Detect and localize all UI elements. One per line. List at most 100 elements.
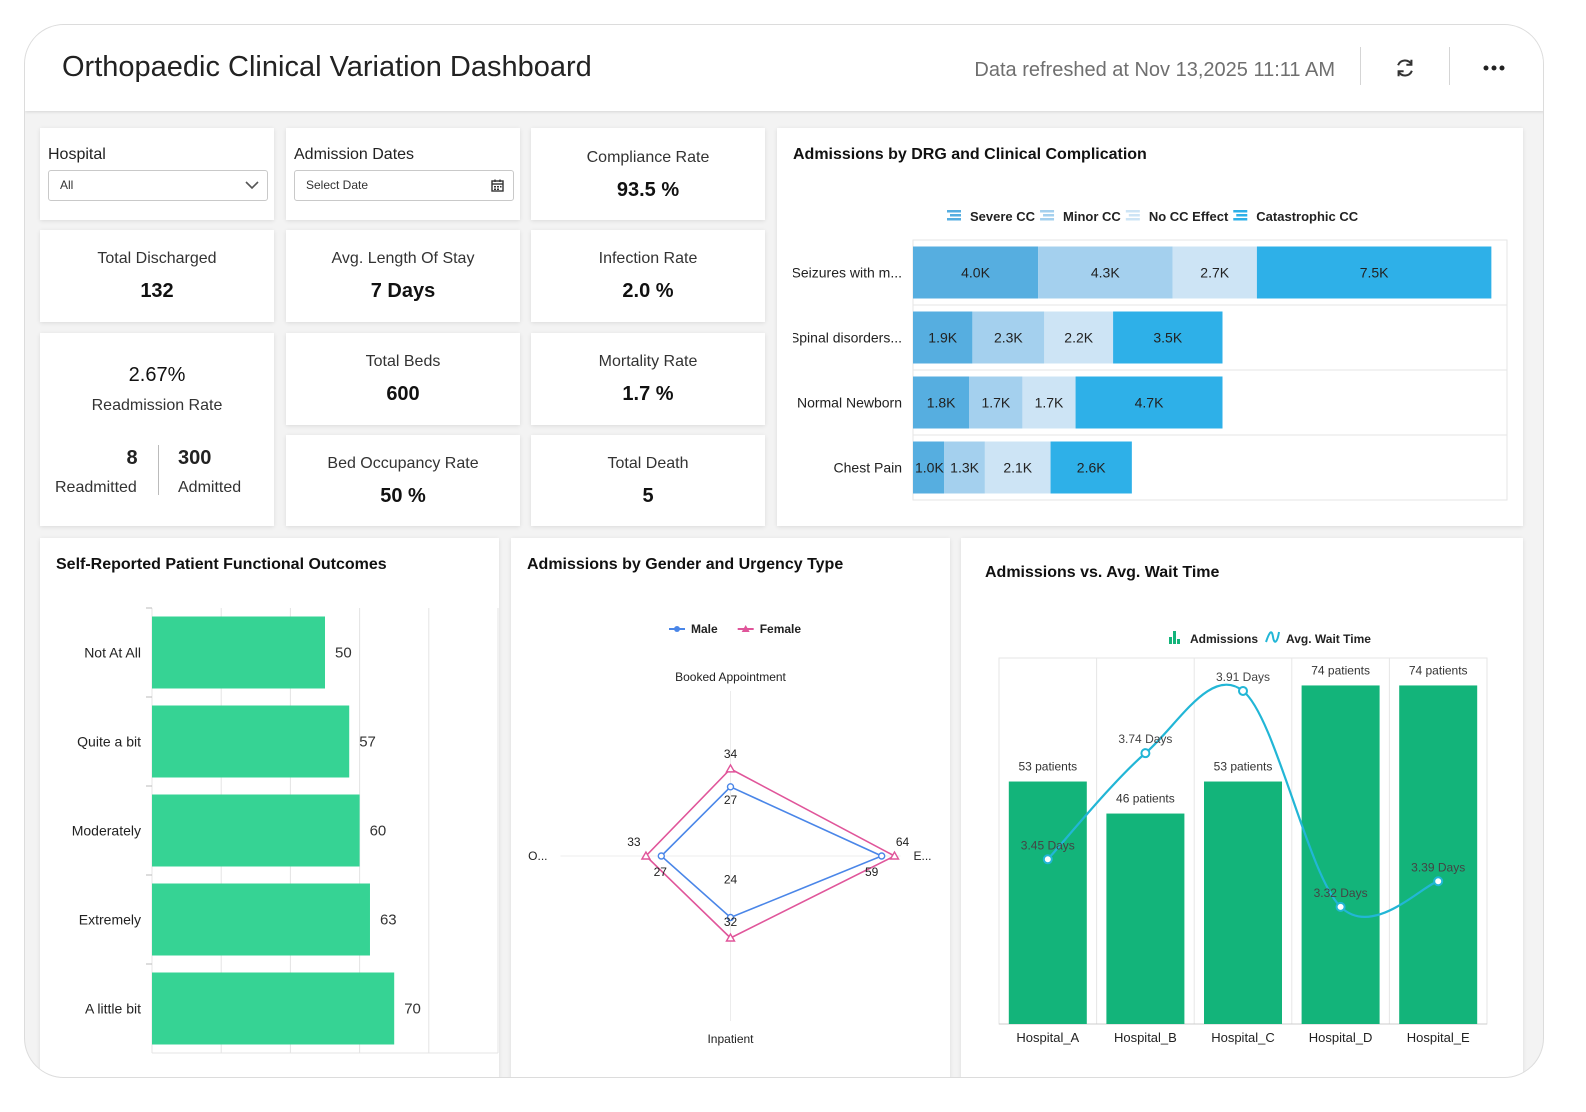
bar-segment (1172, 246, 1257, 299)
bar-segment (1038, 246, 1173, 299)
hospital-select[interactable]: All (48, 170, 268, 201)
bar-segment (913, 441, 945, 494)
bar-segment (913, 311, 973, 364)
radar-point (725, 932, 736, 942)
gender-chart-card: Admissions by Gender and Urgency Type Ma… (511, 538, 950, 1077)
hospital-filter-card: Hospital All (40, 128, 274, 220)
category-label: Hospital_C (1211, 1030, 1275, 1045)
data-label: 57 (359, 734, 376, 751)
legend-item-admissions: Admissions (1169, 631, 1258, 646)
radar-point (657, 852, 666, 860)
data-label: 27 (654, 865, 668, 879)
date-picker[interactable]: Select Date (294, 170, 514, 201)
bar-segment (1050, 441, 1132, 494)
total-discharged-label: Total Discharged (97, 250, 217, 267)
data-label: 74 patients (1311, 663, 1370, 677)
wait-time-point (1433, 876, 1444, 887)
bar-segment (1044, 311, 1114, 364)
category-label: Hospital_A (1016, 1030, 1079, 1045)
total-beds-label: Total Beds (365, 353, 441, 370)
data-label: 46 patients (1116, 792, 1175, 806)
total-death-label: Total Death (607, 455, 689, 472)
readmission-card: 2.67% Readmission Rate 8 Readmitted 300 … (40, 333, 274, 526)
radar-point (640, 850, 652, 860)
bar-segment (1022, 376, 1076, 429)
wait-time-point (1238, 685, 1248, 696)
header-divider (1449, 47, 1450, 85)
avg-length-of-stay-label: Avg. Length Of Stay (331, 250, 475, 267)
category-label: Quite a bit (77, 734, 141, 750)
legend-swatch (1177, 639, 1180, 644)
legend-item-catastrophic-cc: Catastrophic CC (1233, 209, 1359, 224)
infection-rate-card: Infection Rate 2.0 % (531, 230, 765, 322)
legend-swatch (1128, 214, 1140, 217)
avg-length-of-stay-value: 7 Days (370, 280, 436, 302)
data-label: 64 (896, 835, 910, 849)
infection-rate-value: 2.0 % (622, 280, 674, 302)
legend-marker (674, 626, 680, 632)
drg-chart-title: Admissions by DRG and Clinical Complicat… (793, 146, 1147, 163)
bar-segment (1113, 311, 1223, 364)
category-label: Normal Newborn (797, 395, 902, 411)
readmitted-value: 8 (126, 447, 138, 469)
bar-segment (913, 246, 1039, 299)
data-label: 7.5K (1360, 265, 1389, 281)
readmitted-label: Readmitted (55, 479, 137, 496)
data-label: 3.39 Days (1411, 860, 1465, 874)
legend-label: Avg. Wait Time (1286, 632, 1371, 646)
legend-swatch (947, 210, 961, 213)
total-death-value: 5 (642, 485, 654, 507)
data-label: 1.8K (927, 395, 956, 411)
category-label: Hospital_B (1114, 1030, 1177, 1045)
category-label: Seizures with m... (792, 265, 902, 281)
category-label: Extremely (79, 912, 141, 928)
legend-label: No CC Effect (1149, 209, 1229, 224)
bed-occupancy-card: Bed Occupancy Rate 50 % (286, 435, 520, 526)
data-label: 4.0K (961, 265, 990, 281)
legend-marker (741, 625, 750, 632)
bar-segment (984, 441, 1051, 494)
data-label: 1.3K (950, 460, 979, 476)
total-beds-value: 600 (386, 383, 420, 405)
data-label: 2.2K (1064, 330, 1093, 346)
more-options-button[interactable] (1477, 51, 1511, 85)
legend-label: Catastrophic CC (1256, 209, 1358, 224)
legend-swatch (1173, 631, 1176, 644)
data-label: 2.7K (1200, 265, 1229, 281)
category-label: A little bit (85, 1001, 141, 1017)
bar (1204, 781, 1282, 1024)
readmission-rate-value: 2.67% (128, 364, 186, 386)
mortality-rate-label: Mortality Rate (598, 353, 698, 370)
data-label: 74 patients (1409, 663, 1468, 677)
category-label: Chest Pain (834, 460, 902, 476)
data-label: 4.7K (1135, 395, 1164, 411)
legend-swatch (1233, 218, 1248, 221)
data-label: 3.74 Days (1118, 732, 1172, 746)
drg-chart: Severe CC Minor CC No CC Effect Catastrophi… (777, 209, 1508, 506)
category-label: Spinal disorders... (790, 330, 902, 346)
radar-axis-label: Booked Appointment (675, 670, 786, 684)
legend-swatch (1125, 218, 1140, 221)
hospital-filter-label: Hospital (48, 146, 106, 163)
legend-label: Severe CC (970, 209, 1036, 224)
legend-swatch (1040, 210, 1055, 213)
data-label: 1.0K (915, 460, 944, 476)
data-label: 34 (724, 747, 738, 761)
readmission-divider (158, 445, 159, 495)
data-label: 3.32 Days (1314, 886, 1368, 900)
legend-swatch (1169, 637, 1172, 644)
drg-chart-card: Admissions by DRG and Clinical Complicat… (777, 128, 1523, 526)
refresh-button[interactable] (1388, 51, 1422, 85)
refresh-timestamp: Data refreshed at Nov 13,2025 11:11 AM (974, 59, 1335, 81)
data-label: 1.9K (928, 330, 957, 346)
dashboard-frame: Orthopaedic Clinical Variation Dashboard… (24, 24, 1544, 1078)
date-picker-placeholder: Select Date (306, 178, 369, 192)
compliance-rate-value: 93.5 % (616, 179, 680, 201)
legend-swatch (1236, 214, 1248, 217)
bar-segment (913, 376, 970, 429)
data-label: 59 (865, 865, 879, 879)
outcomes-chart-title: Self-Reported Patient Functional Outcome… (56, 556, 387, 573)
data-label: 63 (380, 912, 397, 929)
data-label: 3.91 Days (1216, 670, 1270, 684)
legend-item-minor-cc: Minor CC (1040, 209, 1121, 224)
